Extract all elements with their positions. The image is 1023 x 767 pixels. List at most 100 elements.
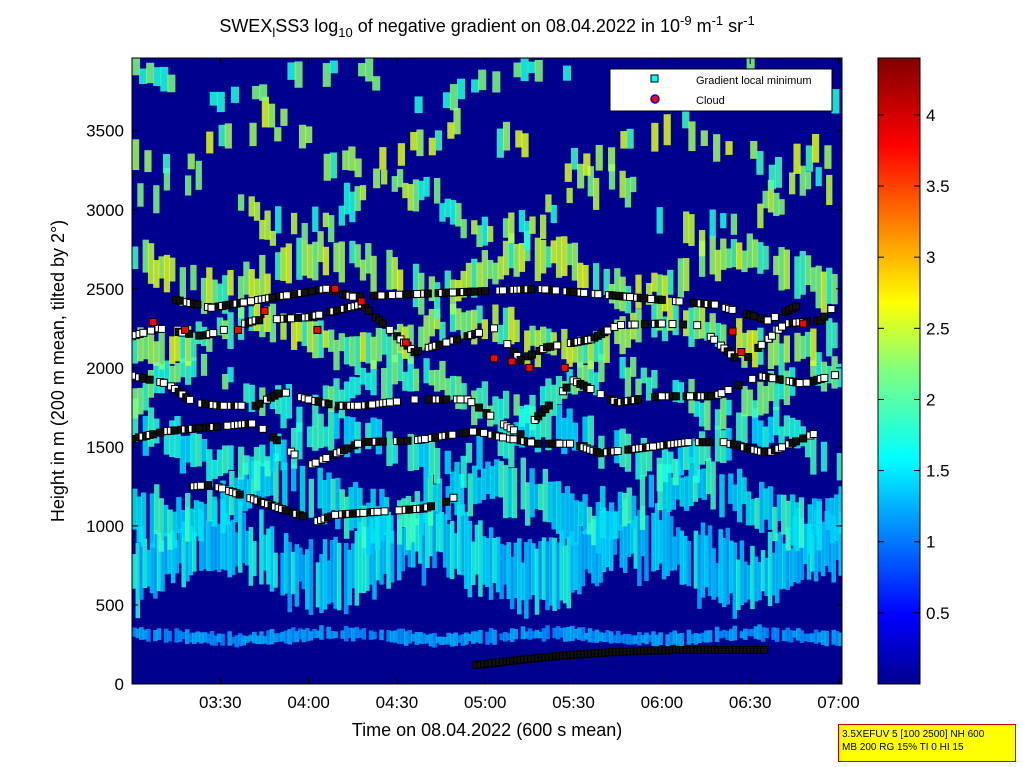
heat-cell [670, 477, 677, 510]
heat-cell [608, 164, 616, 190]
heat-cell [508, 306, 515, 345]
heat-cell [767, 416, 775, 443]
heat-cell [322, 63, 331, 87]
heat-cell [810, 360, 817, 381]
heat-cell [442, 636, 448, 645]
minimum-marker [175, 296, 184, 305]
heat-cell [294, 61, 303, 88]
heat-cell [471, 541, 476, 585]
heat-cell [545, 328, 552, 354]
heat-cell [518, 209, 526, 233]
heat-cell [328, 329, 335, 352]
minimum-marker [671, 392, 680, 401]
heat-cell [407, 184, 414, 211]
minimum-marker [282, 291, 291, 300]
minimum-marker [452, 335, 461, 344]
heat-cell [714, 249, 722, 282]
heat-cell [771, 627, 776, 640]
minimum-marker [630, 320, 639, 329]
minimum-marker [281, 388, 290, 397]
minimum-marker [679, 320, 688, 329]
heat-cell [698, 240, 706, 277]
heat-cell [497, 398, 504, 433]
minimum-marker [378, 437, 387, 446]
heat-cell [626, 633, 632, 645]
heat-cell [322, 385, 330, 408]
heat-cell [476, 225, 483, 248]
heat-cell [607, 147, 616, 172]
heat-cell [153, 260, 160, 288]
colorbar-tick-label: 2 [926, 390, 935, 409]
heat-cell [177, 630, 183, 642]
heat-cell [566, 408, 573, 443]
heat-cell [425, 508, 430, 569]
heat-cell [351, 543, 356, 589]
heat-cell [564, 486, 571, 539]
heat-cell [714, 563, 720, 597]
heat-cell [826, 267, 833, 304]
minimum-marker [368, 400, 377, 409]
heat-cell [520, 457, 526, 510]
minimum-marker [281, 506, 290, 515]
heat-cell [354, 186, 361, 211]
heat-cell [267, 103, 276, 128]
heat-cell [381, 368, 388, 403]
minimum-marker [792, 437, 801, 446]
heat-cell [287, 629, 292, 645]
minimum-marker [749, 312, 758, 321]
heat-cell [184, 493, 191, 542]
heat-cell [386, 336, 393, 367]
heat-cell [692, 475, 699, 502]
heat-cell [386, 630, 391, 642]
heat-cell [704, 439, 711, 462]
heat-cell [416, 129, 424, 157]
heat-cell [249, 122, 257, 147]
heat-cell [511, 467, 518, 519]
minimum-marker [223, 421, 232, 430]
heat-cell [349, 191, 356, 223]
heat-cell [158, 498, 164, 552]
minimum-marker [467, 398, 476, 407]
heat-cell [789, 630, 794, 643]
heat-cell [730, 213, 738, 235]
heat-cell [317, 467, 323, 509]
heat-cell [732, 625, 738, 641]
heat-cell [366, 502, 372, 555]
heat-cell [750, 140, 758, 159]
info-line-1: 3.5XEFUV 5 [100 2500] NH 600 [842, 729, 985, 740]
heat-cell [569, 493, 575, 546]
minimum-marker [248, 419, 257, 428]
heat-cell [547, 481, 553, 523]
heat-cell [688, 307, 695, 347]
heat-cell [446, 632, 451, 645]
minimum-marker [311, 458, 320, 467]
heat-cell [693, 632, 699, 645]
heat-cell [237, 501, 243, 573]
heat-cell [624, 367, 632, 399]
title-sub: l [272, 25, 275, 40]
heat-cell [209, 91, 218, 106]
minimum-marker [729, 440, 738, 449]
heat-cell [233, 477, 239, 523]
minimum-marker [322, 284, 331, 293]
heat-cell [137, 327, 144, 362]
minimum-marker [468, 427, 477, 436]
heat-cell [259, 444, 266, 467]
heat-cell [137, 387, 144, 415]
y-tick-label: 1000 [86, 517, 124, 536]
heat-cell [534, 548, 540, 615]
heat-cell [566, 536, 572, 609]
heat-cell [817, 632, 822, 643]
heat-cell [248, 456, 255, 481]
heat-cell [690, 634, 695, 644]
heat-cell [349, 336, 356, 367]
heat-cell [721, 537, 727, 608]
heat-cell [592, 331, 600, 362]
heat-cell [365, 372, 372, 391]
heat-cell [227, 631, 232, 646]
heat-cell [707, 525, 713, 596]
heat-cell [686, 540, 692, 587]
heat-cell [136, 496, 142, 543]
heat-cell [720, 238, 727, 270]
legend-label-cloud: Cloud [696, 95, 725, 107]
